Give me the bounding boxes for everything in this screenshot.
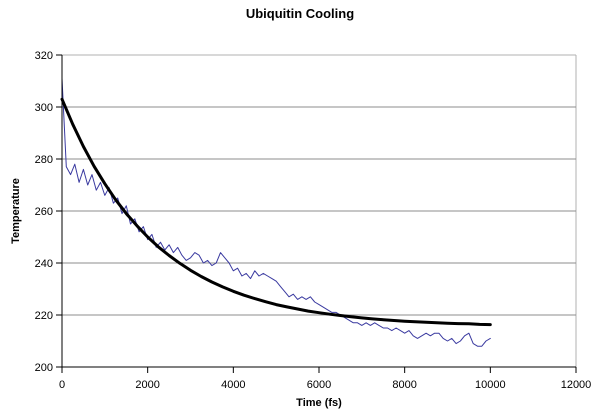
x-tick-label: 6000 [307,379,331,391]
y-tick-label: 200 [35,362,53,374]
x-tick-label: 8000 [392,379,416,391]
y-tick-label: 260 [35,206,53,218]
y-axis-title: Temperature [10,178,22,244]
y-tick-label: 320 [35,50,53,62]
series-exponential-fit-smooth [60,97,492,327]
x-tick-label: 0 [59,379,65,391]
x-tick-label: 12000 [561,379,592,391]
x-tick-label: 2000 [135,379,159,391]
y-tick-label: 280 [35,154,53,166]
chart-title: Ubiquitin Cooling [245,6,355,21]
y-tick-label: 240 [35,258,53,270]
y-tick-label: 220 [35,310,53,322]
x-tick-label: 10000 [475,379,506,391]
y-tick-label: 300 [35,102,53,114]
x-axis-title: Time (fs) [296,397,342,409]
x-tick-label: 4000 [221,379,245,391]
